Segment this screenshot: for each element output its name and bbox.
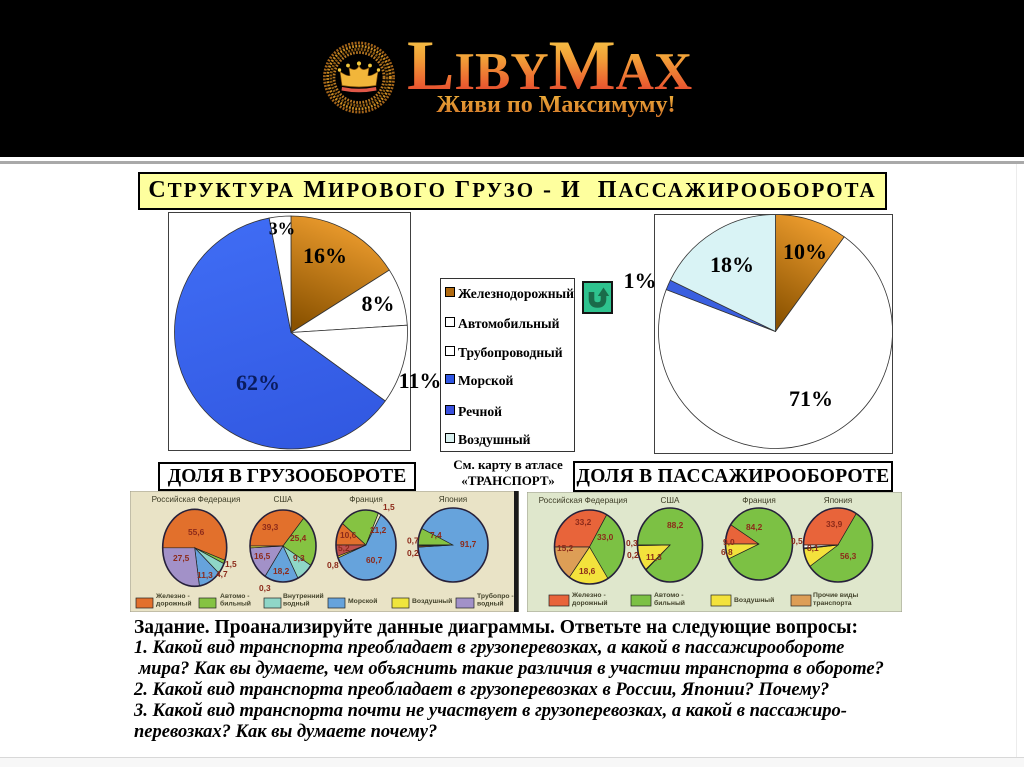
- svg-text:транспорта: транспорта: [813, 600, 852, 607]
- svg-text:33,0: 33,0: [597, 532, 614, 542]
- svg-text:0,5: 0,5: [791, 536, 803, 546]
- svg-text:США: США: [274, 495, 293, 504]
- svg-text:18,2: 18,2: [273, 566, 290, 576]
- svg-text:21,2: 21,2: [370, 525, 387, 535]
- svg-text:11,3: 11,3: [646, 552, 662, 562]
- svg-text:16,5: 16,5: [254, 551, 271, 561]
- svg-text:27,5: 27,5: [173, 553, 190, 563]
- svg-text:Воздушный: Воздушный: [412, 597, 452, 605]
- svg-text:10,6: 10,6: [340, 530, 357, 540]
- svg-text:9,0: 9,0: [723, 537, 735, 547]
- svg-text:56,3: 56,3: [840, 551, 857, 561]
- svg-text:8,1: 8,1: [807, 543, 819, 553]
- svg-text:18,6: 18,6: [579, 566, 596, 576]
- svg-text:дорожный: дорожный: [572, 599, 608, 607]
- svg-text:дорожный: дорожный: [156, 600, 192, 608]
- svg-text:Живи по Максимуму!: Живи по Максимуму!: [437, 92, 676, 118]
- svg-text:Прочие виды: Прочие виды: [813, 592, 858, 599]
- svg-text:США: США: [661, 496, 680, 505]
- svg-text:1,5: 1,5: [225, 559, 237, 569]
- svg-text:Железно -: Железно -: [155, 593, 190, 600]
- svg-text:Воздушный: Воздушный: [734, 596, 774, 604]
- svg-text:1,5: 1,5: [383, 502, 395, 512]
- svg-text:91,7: 91,7: [460, 539, 477, 549]
- svg-text:5,2: 5,2: [338, 543, 350, 553]
- svg-text:15,2: 15,2: [557, 543, 574, 553]
- svg-text:Автомо -: Автомо -: [654, 592, 684, 599]
- svg-text:Япония: Япония: [824, 496, 852, 505]
- svg-text:6,8: 6,8: [721, 547, 733, 557]
- svg-text:Внутренний: Внутренний: [283, 592, 324, 600]
- svg-text:4,7: 4,7: [216, 569, 228, 579]
- svg-text:11,3: 11,3: [197, 570, 213, 580]
- svg-text:0,2: 0,2: [407, 548, 419, 558]
- svg-text:0,7: 0,7: [407, 536, 419, 546]
- svg-text:9,3: 9,3: [293, 553, 305, 563]
- svg-text:водный: водный: [477, 600, 504, 608]
- svg-text:Российская Федерация: Российская Федерация: [539, 496, 628, 505]
- svg-text:0,2: 0,2: [627, 550, 639, 560]
- svg-text:водный: водный: [283, 600, 310, 608]
- svg-text:7,4: 7,4: [430, 530, 442, 540]
- svg-text:0,8: 0,8: [327, 560, 339, 570]
- svg-text:Франция: Франция: [742, 496, 776, 505]
- svg-text:бильный: бильный: [654, 599, 685, 607]
- svg-text:25,4: 25,4: [290, 533, 307, 543]
- svg-text:60,7: 60,7: [366, 555, 383, 565]
- svg-text:Япония: Япония: [439, 495, 467, 504]
- svg-text:Автомо -: Автомо -: [220, 593, 250, 600]
- svg-text:84,2: 84,2: [746, 522, 763, 532]
- svg-text:33,9: 33,9: [826, 519, 843, 529]
- svg-text:0,3: 0,3: [626, 538, 638, 548]
- svg-text:Российская Федерация: Российская Федерация: [152, 495, 241, 504]
- svg-text:88,2: 88,2: [667, 520, 684, 530]
- svg-text:Железно -: Железно -: [571, 592, 606, 599]
- svg-text:39,3: 39,3: [262, 522, 279, 532]
- svg-text:Морской: Морской: [348, 597, 377, 605]
- svg-text:бильный: бильный: [220, 600, 251, 608]
- svg-text:55,6: 55,6: [188, 527, 205, 537]
- svg-text:Франция: Франция: [349, 495, 383, 504]
- svg-text:0,3: 0,3: [259, 583, 271, 593]
- svg-text:33,2: 33,2: [575, 517, 592, 527]
- svg-text:Трубопро -: Трубопро -: [477, 592, 514, 600]
